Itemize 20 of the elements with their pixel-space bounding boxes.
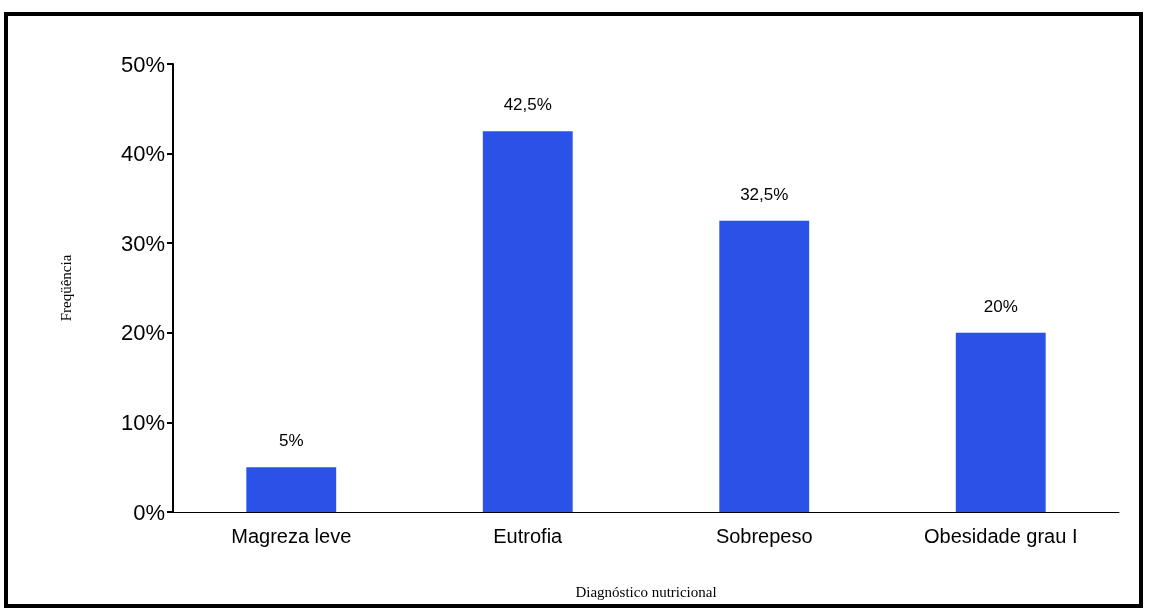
bar bbox=[246, 467, 337, 512]
y-axis-title: Freqüência bbox=[57, 254, 74, 322]
y-tick-label: 10% bbox=[120, 409, 165, 435]
data-label: 5% bbox=[278, 431, 304, 451]
x-tick-label: Obesidade grau I bbox=[924, 525, 1078, 547]
x-axis-title: Diagnóstico nutricional bbox=[575, 583, 717, 600]
y-tick-label: 40% bbox=[120, 141, 165, 167]
data-label: 42,5% bbox=[503, 95, 552, 115]
data-label: 32,5% bbox=[740, 184, 789, 204]
y-tick-label: 0% bbox=[133, 499, 165, 525]
x-tick-label: Eutrofia bbox=[493, 525, 564, 547]
y-tick-label: 30% bbox=[120, 230, 165, 256]
bar bbox=[482, 131, 573, 512]
bar bbox=[955, 332, 1046, 512]
bar bbox=[719, 220, 810, 512]
y-tick-label: 20% bbox=[120, 320, 165, 346]
y-tick-label: 50% bbox=[120, 51, 165, 77]
data-label: 20% bbox=[983, 296, 1018, 316]
x-tick-label: Sobrepeso bbox=[715, 525, 813, 547]
x-tick-label: Magreza leve bbox=[231, 525, 352, 547]
